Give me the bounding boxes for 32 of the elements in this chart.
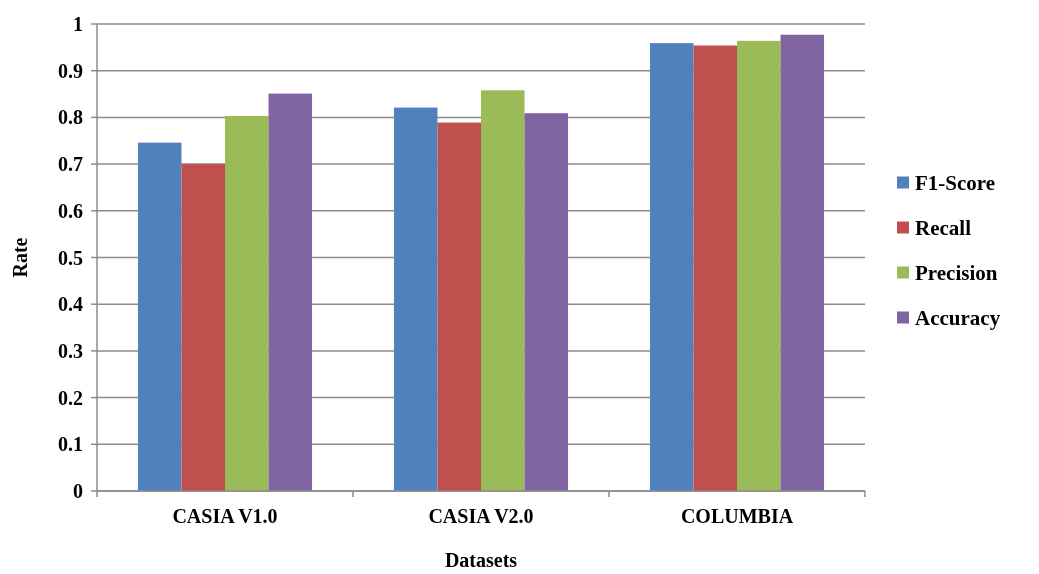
bar [481, 90, 525, 491]
legend-label: Recall [915, 215, 972, 240]
x-tick-label: CASIA V1.0 [172, 505, 278, 527]
y-tick-label: 0.2 [58, 386, 83, 409]
y-tick-label: 0.9 [58, 59, 83, 82]
y-tick-label: 0.6 [58, 199, 83, 222]
y-tick-label: 0.8 [58, 106, 83, 129]
bar [780, 34, 825, 491]
y-tick-label: 0.3 [58, 339, 83, 362]
bar [437, 122, 481, 491]
bar [649, 43, 694, 491]
bar [268, 93, 313, 491]
x-axis-title: Datasets [444, 549, 518, 571]
y-tick-label: 0.4 [58, 293, 83, 316]
bar [393, 107, 438, 491]
bar [225, 116, 269, 491]
y-tick-label: 1 [73, 13, 83, 35]
y-axis-title: Rate [9, 237, 31, 278]
legend-label: F1-Score [915, 170, 996, 195]
legend-label: Precision [915, 260, 998, 285]
x-tick-label: COLUMBIA [680, 505, 794, 527]
y-tick-label: 0.5 [58, 246, 83, 269]
x-tick-label: CASIA V2.0 [428, 505, 534, 527]
y-tick-label: 0.7 [58, 153, 83, 176]
bar [737, 40, 781, 491]
bar [524, 113, 569, 491]
y-tick-label: 0 [73, 480, 83, 502]
bar [137, 142, 182, 491]
y-tick-label: 0.1 [58, 433, 83, 456]
bar [181, 164, 225, 491]
legend-label: Accuracy [915, 305, 1001, 330]
bar [693, 45, 737, 491]
